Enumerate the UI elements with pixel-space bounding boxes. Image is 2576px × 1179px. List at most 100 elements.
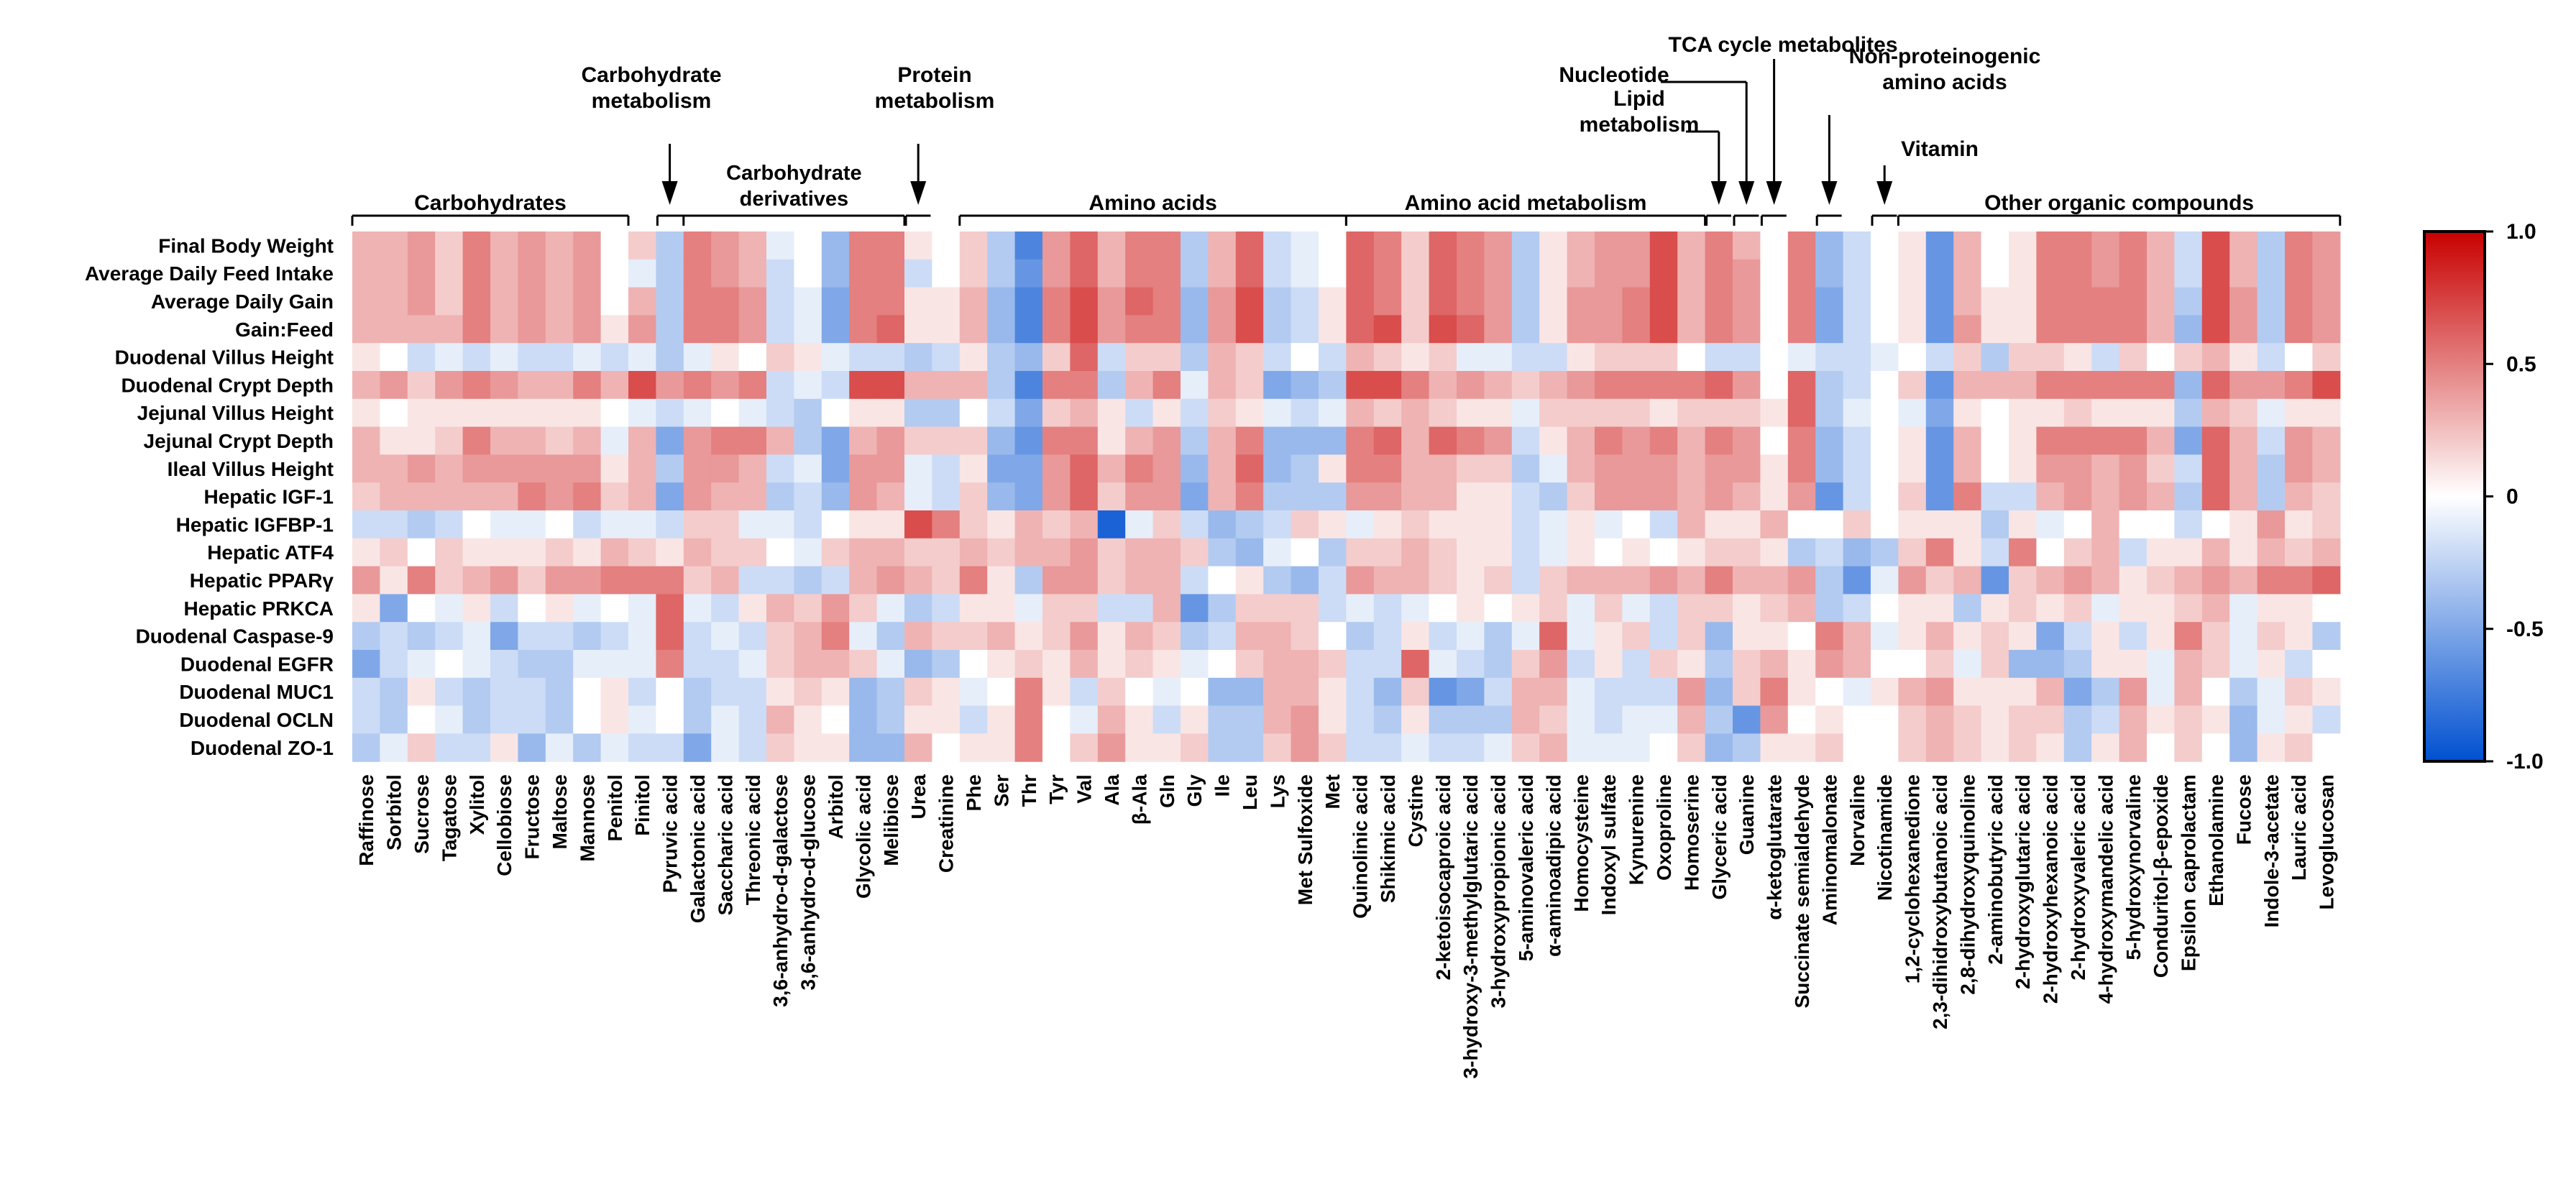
column-label: 3,6-anhydro-d-glucose	[797, 774, 820, 990]
column-label: α-ketoglutarate	[1764, 774, 1786, 919]
heatmap-cell	[1539, 454, 1568, 483]
heatmap-cell	[904, 594, 932, 623]
heatmap-cell	[1429, 287, 1457, 316]
heatmap-cell	[1953, 315, 1982, 344]
heatmap-cell	[794, 371, 822, 400]
heatmap-cell	[1539, 510, 1568, 539]
heatmap-cell	[1042, 705, 1071, 734]
heatmap-cell	[1346, 398, 1375, 428]
heatmap-cell	[435, 259, 464, 288]
heatmap-cell	[1539, 594, 1568, 623]
column-label: 2-aminobutyric acid	[1984, 774, 2007, 965]
heatmap-cell	[656, 343, 684, 372]
heatmap-cell	[1235, 426, 1264, 455]
heatmap-cell	[435, 426, 464, 455]
heatmap-cell	[1649, 426, 1678, 455]
heatmap-cell	[1705, 705, 1733, 734]
heatmap-cell	[2091, 538, 2120, 567]
heatmap-cell	[987, 510, 1016, 539]
callout-arrowhead	[1710, 181, 1727, 205]
heatmap-cell	[959, 426, 988, 455]
heatmap-cell	[1705, 622, 1733, 651]
heatmap-cell	[1953, 705, 1982, 734]
heatmap-cell	[1760, 454, 1789, 483]
heatmap-cell	[2312, 733, 2341, 762]
heatmap-cell	[1649, 705, 1678, 734]
heatmap-cell	[1291, 398, 1319, 428]
heatmap-cell	[490, 426, 518, 455]
heatmap-cell	[932, 566, 961, 595]
heatmap-cell	[2257, 426, 2286, 455]
heatmap-cell	[1373, 566, 1402, 595]
heatmap-cell	[1981, 371, 2009, 400]
heatmap-cell	[518, 259, 546, 288]
heatmap-cell	[1815, 510, 1844, 539]
heatmap-cell	[904, 231, 932, 260]
heatmap-cell	[2119, 287, 2148, 316]
heatmap-cell	[766, 482, 794, 511]
heatmap-cell	[1595, 398, 1623, 428]
heatmap-cell	[1567, 650, 1595, 679]
heatmap-cell	[1595, 677, 1623, 707]
heatmap-cell	[2009, 594, 2037, 623]
heatmap-cell	[656, 733, 684, 762]
heatmap-cell	[1042, 677, 1071, 707]
row-label: Average Daily Feed Intake	[85, 262, 334, 285]
heatmap-cell	[987, 677, 1016, 707]
column-label: Xylitol	[466, 774, 488, 835]
row-label: Hepatic PPARγ	[190, 569, 334, 592]
column-label: Val	[1073, 774, 1096, 803]
heatmap-cell	[352, 259, 380, 288]
heatmap-cell	[2174, 398, 2203, 428]
heatmap-cell	[1925, 566, 1954, 595]
heatmap-cell	[711, 343, 740, 372]
heatmap-cell	[1457, 538, 1485, 567]
heatmap-cell	[1319, 705, 1347, 734]
heatmap-cell	[1070, 287, 1099, 316]
heatmap-cell	[600, 454, 629, 483]
heatmap-cell	[849, 705, 878, 734]
heatmap-cell	[1539, 650, 1568, 679]
heatmap-cell	[1595, 538, 1623, 567]
row-label: Jejunal Crypt Depth	[144, 430, 334, 452]
heatmap-cell	[904, 343, 932, 372]
row-label: Duodenal Crypt Depth	[121, 374, 334, 396]
heatmap-cell	[1457, 594, 1485, 623]
heatmap-cell	[2312, 398, 2341, 428]
heatmap-cell	[1733, 371, 1761, 400]
heatmap-cell	[1953, 650, 1982, 679]
heatmap-cell	[2174, 510, 2203, 539]
heatmap-cell	[1567, 733, 1595, 762]
heatmap-cell	[1484, 733, 1513, 762]
heatmap-cell	[766, 594, 794, 623]
heatmap-cell	[2063, 343, 2092, 372]
heatmap-cell	[2119, 231, 2148, 260]
heatmap-cell	[1925, 371, 1954, 400]
row-label: Jejunal Villus Height	[137, 402, 334, 424]
heatmap-cell	[1649, 733, 1678, 762]
heatmap-cell	[849, 371, 878, 400]
heatmap-cell	[380, 426, 408, 455]
heatmap-cell	[352, 371, 380, 400]
heatmap-cell	[904, 315, 932, 344]
heatmap-cell	[849, 231, 878, 260]
heatmap-cell	[1181, 426, 1209, 455]
column-label: Thr	[1018, 774, 1040, 807]
heatmap-cell	[1843, 705, 1871, 734]
heatmap-cell	[1263, 231, 1292, 260]
heatmap-cell	[987, 733, 1016, 762]
heatmap-cell	[1622, 733, 1651, 762]
heatmap-cell	[987, 315, 1016, 344]
heatmap-cell	[1925, 315, 1954, 344]
heatmap-cell	[1152, 566, 1181, 595]
heatmap-cell	[1373, 677, 1402, 707]
heatmap-cell	[1567, 510, 1595, 539]
heatmap-cell	[1319, 371, 1347, 400]
callout-arrowhead	[1821, 181, 1838, 205]
heatmap-cell	[1014, 259, 1043, 288]
heatmap-cell	[1953, 343, 1982, 372]
column-label: Tyr	[1045, 774, 1068, 804]
heatmap-cell	[490, 510, 518, 539]
colorbar-tick-label: 1.0	[2506, 220, 2536, 244]
heatmap-cell	[1042, 343, 1071, 372]
